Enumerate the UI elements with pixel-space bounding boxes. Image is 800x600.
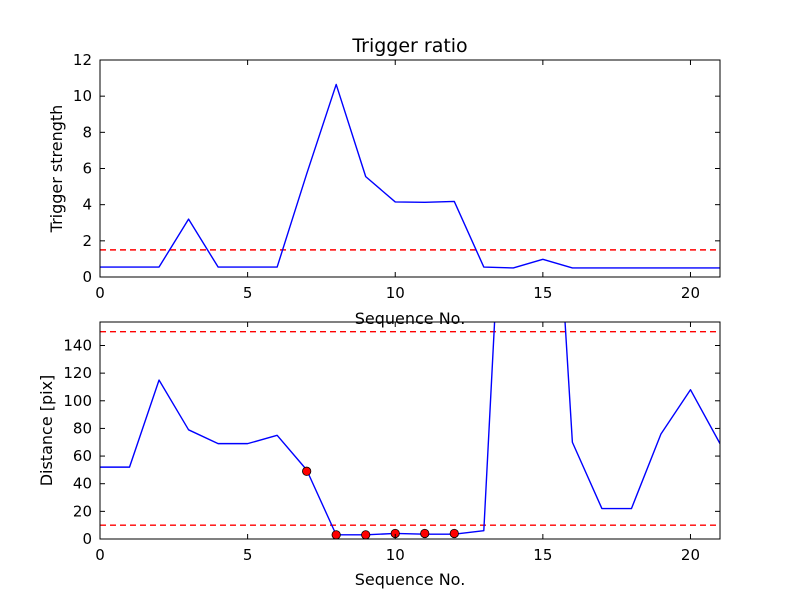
panel-2: 0 5 10 15 20 0 20 40 60 80 100 120 140 Sequence No. Di…	[37, 321, 721, 589]
panel-2-y-tick-label: 140	[63, 336, 92, 354]
panel-1: 0 5 10 15 20 0 2 4 6 8 10 12 Trigger ratio Sequence N…	[47, 35, 721, 328]
panel-2-y-tick-label: 0	[82, 530, 92, 548]
panel-1-x-tick-label: 20	[681, 284, 700, 302]
panel-2-y-tick-label: 100	[63, 392, 92, 410]
panel-2-marker-point	[449, 528, 459, 539]
panel-2-marker-point	[302, 466, 312, 476]
panel-1-x-tick-label: 5	[243, 284, 253, 302]
panel-1-x-tick-label: 15	[533, 284, 552, 302]
panel-2-x-tick-label: 5	[243, 546, 253, 564]
panel-2-y-tick-label: 120	[63, 364, 92, 382]
panel-1-y-tick-label: 12	[73, 51, 92, 69]
panel-2-series-line	[100, 322, 720, 536]
panel-1-title: Trigger ratio	[351, 35, 467, 57]
panel-1-x-axis-label: Sequence No.	[355, 309, 466, 328]
panel-1-x-tick-label: 10	[386, 284, 405, 302]
panel-2-x-tick-label: 20	[681, 546, 700, 564]
panel-1-y-axis-label: Trigger strength	[47, 105, 66, 234]
panel-1-axes-frame	[99, 59, 721, 278]
panel-2-marker-point	[361, 530, 371, 540]
panel-2-y-tick-label: 60	[73, 447, 92, 465]
panel-1-y-tick-label: 0	[82, 268, 92, 286]
panel-2-x-tick-label: 10	[386, 546, 405, 564]
panel-2-marker-point	[331, 530, 341, 540]
panel-1-y-tick-label: 2	[82, 232, 92, 250]
panel-2-axes-frame	[99, 321, 721, 540]
panel-2-y-axis-label: Distance [pix]	[37, 375, 56, 487]
panel-2-marker-point	[420, 528, 430, 539]
panel-2-y-tick-label: 80	[73, 419, 92, 437]
panel-1-x-tick-label: 0	[95, 284, 105, 302]
panel-2-x-tick-label: 0	[95, 546, 105, 564]
panel-1-y-tick-label: 10	[73, 87, 92, 105]
panel-1-series-line	[100, 83, 720, 269]
panel-1-y-tick-label: 6	[82, 160, 92, 178]
panel-2-y-tick-label: 20	[73, 502, 92, 520]
panel-2-x-axis-label: Sequence No.	[355, 570, 466, 589]
panel-2-y-tick-label: 40	[73, 475, 92, 493]
panel-1-y-tick-label: 8	[82, 123, 92, 141]
panel-2-x-tick-label: 15	[533, 546, 552, 564]
panel-1-y-tick-label: 4	[82, 196, 92, 214]
